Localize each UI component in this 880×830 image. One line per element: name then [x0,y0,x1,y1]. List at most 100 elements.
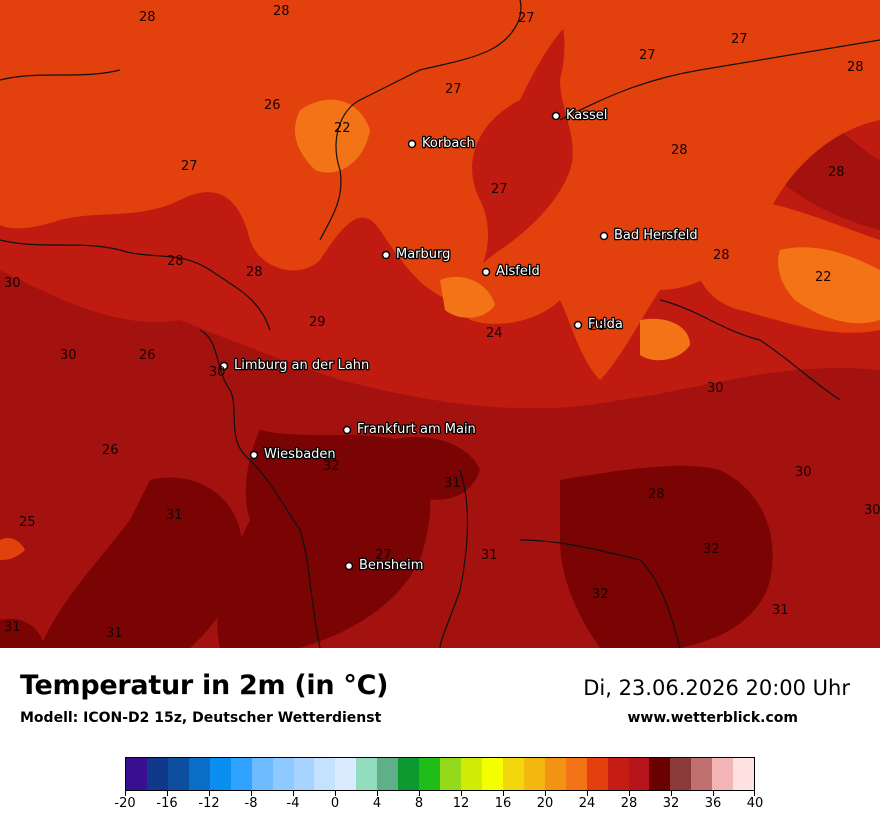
legend-swatch [565,758,587,790]
city-dot [249,450,259,460]
temperature-value: 28 [589,319,606,334]
legend-swatch [272,758,294,790]
legend-tick [754,791,755,796]
temperature-value: 27 [375,548,392,563]
legend-swatch [230,758,252,790]
legend-swatch [188,758,210,790]
legend-tick [125,791,126,796]
legend-tick-label: -4 [286,796,300,811]
legend-tick [587,791,588,796]
temperature-value: 28 [828,165,845,180]
legend-tick [167,791,168,796]
city-label-kassel: Kassel [566,108,607,123]
temperature-field-22 [295,99,880,361]
temperature-value: 30 [864,503,880,518]
temperature-value: 28 [246,265,263,280]
legend-swatch [544,758,566,790]
legend-swatch [649,758,671,790]
legend-swatch [733,758,755,790]
city-dot [481,267,491,277]
legend-tick [209,791,210,796]
temperature-value: 31 [772,603,789,618]
city-alsfeld: Alsfeld [481,263,541,280]
temperature-map: Kassel Korbach Bad Hersfeld Marburg Alsf… [0,0,880,648]
temperature-value: 27 [491,182,508,197]
legend-tick [629,791,630,796]
legend-swatch [586,758,608,790]
legend-tick [419,791,420,796]
city-dot [219,361,229,371]
city-marburg: Marburg [381,246,452,263]
temperature-values: 28 28 27 27 27 28 26 27 22 27 28 27 28 2… [4,4,880,641]
temperature-value: 30 [4,276,21,291]
city-korbach: Korbach [407,135,476,152]
temperature-value: 30 [60,348,77,363]
legend-swatch [167,758,189,790]
temperature-value: 31 [106,626,123,641]
legend-swatch [251,758,273,790]
map-canvas: Kassel Korbach Bad Hersfeld Marburg Alsf… [0,0,880,648]
legend-swatch [293,758,315,790]
temperature-value: 30 [795,465,812,480]
legend-tick [545,791,546,796]
forecast-datetime: Di, 23.06.2026 20:00 Uhr [583,676,850,700]
temperature-value: 25 [19,515,36,530]
city-dot [599,231,609,241]
legend-swatch [670,758,692,790]
temperature-value: 26 [139,348,156,363]
city-label-fulda: Fulda [588,317,623,332]
legend-tick-label: -12 [198,796,220,811]
city-markers: Kassel Korbach Bad Hersfeld Marburg Alsf… [219,107,699,574]
legend-tick [671,791,672,796]
city-dot [381,250,391,260]
temperature-value: 28 [648,487,665,502]
city-wiesbaden: Wiesbaden [249,446,337,463]
legend-tick-label: 8 [414,796,424,811]
website-label: www.wetterblick.com [627,710,799,726]
city-dot [344,561,354,571]
legend-swatch [691,758,713,790]
legend-tick-label: 20 [536,796,554,811]
legend-tick-label: 0 [330,796,340,811]
legend-tick-label: 32 [662,796,680,811]
temperature-value: 32 [592,587,609,602]
city-label-marburg: Marburg [396,247,450,262]
city-dot [573,320,583,330]
city-label-frankfurt: Frankfurt am Main [357,422,476,437]
temperature-value: 30 [707,381,724,396]
temperature-value: 30 [209,365,226,380]
temperature-value: 31 [4,620,21,635]
legend-tick-label: 12 [452,796,470,811]
temperature-value: 28 [713,248,730,263]
temperature-value: 24 [486,326,503,341]
legend-tick-label: 40 [746,796,764,811]
temperature-value: 31 [444,476,461,491]
legend-swatch [377,758,399,790]
legend-tick [503,791,504,796]
temperature-value: 26 [264,98,281,113]
legend-swatch [628,758,650,790]
temperature-value: 28 [847,60,864,75]
border-lines [0,0,880,648]
color-legend [125,757,755,791]
legend-swatch [502,758,524,790]
legend-swatch [440,758,461,790]
temperature-value: 22 [334,121,351,136]
city-dot [407,139,417,149]
city-label-limburg: Limburg an der Lahn [234,358,369,373]
legend-tick [461,791,462,796]
map-title: Temperatur in 2m (in °C) [20,670,389,701]
legend-swatch [398,758,420,790]
legend-swatch [419,758,441,790]
legend-swatch [607,758,629,790]
city-label-wiesbaden: Wiesbaden [264,447,336,462]
temperature-value: 31 [166,508,183,523]
temperature-value: 27 [731,32,748,47]
temperature-value: 27 [181,159,198,174]
legend-tick [713,791,714,796]
city-label-bensheim: Bensheim [359,558,423,573]
temperature-value: 28 [671,143,688,158]
legend-tick-label: 24 [578,796,596,811]
legend-tick [251,791,252,796]
city-bad-hersfeld: Bad Hersfeld [599,227,699,244]
